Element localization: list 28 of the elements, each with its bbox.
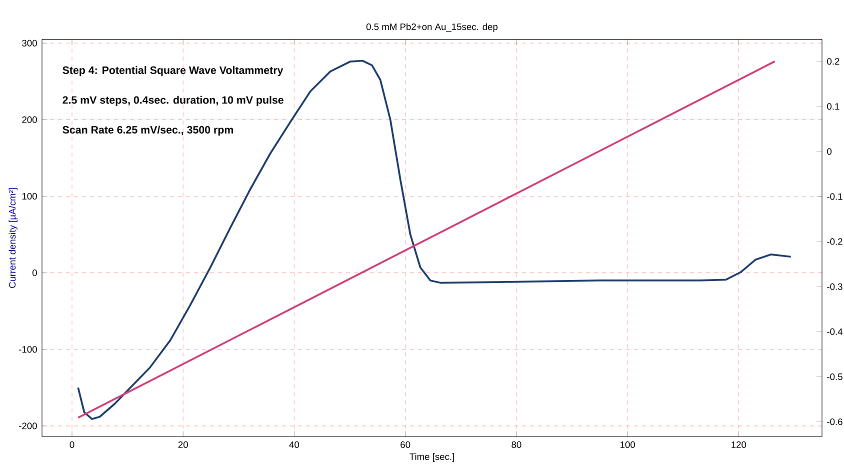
y2-tick-label: 0 [827,148,832,155]
x-tick-label: 40 [289,441,300,448]
x-tick-label: 80 [512,441,522,448]
y2-tick-label: -0.3 [827,283,842,290]
y2-tick-label: 0.1 [827,103,840,110]
y2-tick-label: -0.4 [827,328,843,335]
y2-tick-label: 0.2 [827,58,840,65]
y-tick-label: -200 [19,422,37,430]
x-tick-label: 100 [620,441,635,448]
x-axis-title: Time [sec.] [410,453,454,462]
y2-tick-label: -0.2 [827,238,842,245]
y-tick-label: 200 [22,116,37,123]
annotation: 2.5 mV steps, 0.4sec. duration, 10 mV pulse [62,96,284,106]
chart-title: 0.5 mM Pb2+on Au_15sec. dep [366,23,498,32]
y-tick-label: 100 [22,192,37,200]
x-tick-label: 0 [70,441,74,448]
y-tick-label: 300 [22,40,37,46]
y-tick-label: -100 [19,346,37,353]
x-tick-label: 60 [400,441,410,448]
y2-tick-label: -0.1 [827,193,842,200]
annotation: Step 4: Potential Square Wave Voltammetry [62,66,284,76]
annotation: Scan Rate 6.25 mV/sec., 3500 rpm [62,126,233,136]
y-axis-title: Current density [µA/cm²] [8,188,18,288]
y2-tick-label: -0.6 [827,418,842,426]
y2-tick-label: -0.5 [827,373,842,380]
y-tick-label: 0 [32,270,37,276]
x-tick-label: 120 [732,441,746,448]
x-tick-label: 20 [178,441,188,448]
